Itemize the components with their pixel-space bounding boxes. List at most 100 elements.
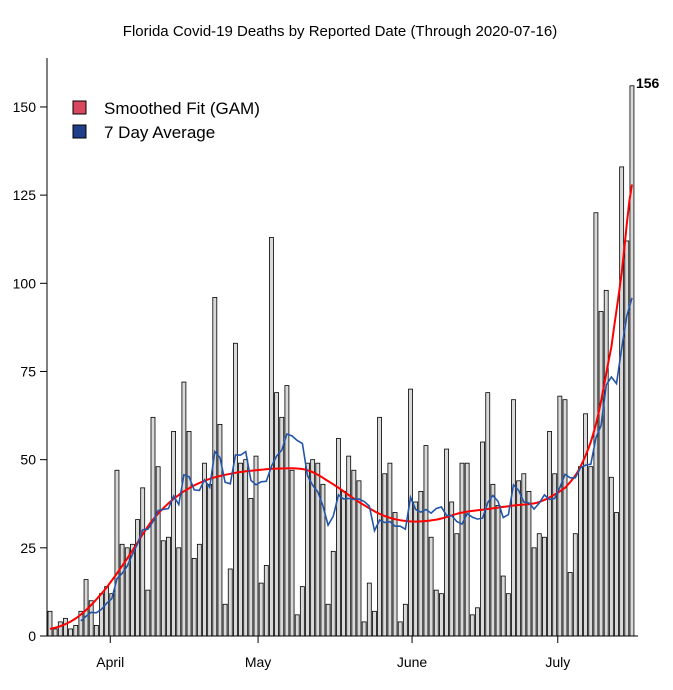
bar xyxy=(196,543,202,637)
bar xyxy=(505,593,511,637)
y-tick-label: 25 xyxy=(20,540,36,556)
bar xyxy=(459,462,465,637)
legend: Smoothed Fit (GAM) 7 Day Average xyxy=(72,99,260,142)
bar xyxy=(104,586,110,637)
bar xyxy=(99,593,104,637)
bar xyxy=(475,607,480,637)
bar xyxy=(397,621,403,637)
bar xyxy=(542,536,547,637)
bar xyxy=(335,438,341,637)
legend-swatch-avg xyxy=(72,124,87,139)
legend-label-avg: 7 Day Average xyxy=(104,123,215,142)
bar xyxy=(202,462,207,637)
legend-label-fit: Smoothed Fit (GAM) xyxy=(104,99,260,118)
chart-title: Florida Covid-19 Deaths by Reported Date… xyxy=(123,23,557,40)
lines xyxy=(49,184,633,630)
bar xyxy=(557,395,563,637)
bar xyxy=(207,483,213,637)
bar xyxy=(145,589,151,637)
bar xyxy=(444,448,449,637)
bar xyxy=(63,617,68,637)
bar xyxy=(325,603,331,637)
y-tick-label: 75 xyxy=(20,363,36,379)
x-tick-label: July xyxy=(545,654,570,670)
bar xyxy=(372,610,377,637)
bar xyxy=(160,540,166,637)
x-tick-label: June xyxy=(397,654,428,670)
y-tick-label: 125 xyxy=(13,187,37,203)
bar xyxy=(356,480,362,637)
bar xyxy=(232,342,238,637)
bar xyxy=(191,558,197,637)
axes: 0 25 50 75 100 125 150 April May June July xyxy=(13,58,638,670)
bar xyxy=(531,547,537,637)
last-value-label: 156 xyxy=(636,75,660,91)
bar xyxy=(511,399,516,637)
bar xyxy=(629,85,635,637)
bar xyxy=(572,533,578,637)
bar xyxy=(495,505,501,637)
y-tick-label: 100 xyxy=(13,275,37,291)
bar xyxy=(294,614,300,637)
bar xyxy=(289,469,295,637)
bar xyxy=(243,459,249,637)
bar xyxy=(423,445,429,637)
bar xyxy=(547,431,552,637)
smoothed-fit-line xyxy=(49,184,633,630)
bar xyxy=(598,311,604,637)
bar xyxy=(361,621,367,637)
bar xyxy=(438,593,444,637)
bar xyxy=(619,166,625,637)
bar xyxy=(614,512,619,637)
bar xyxy=(588,466,594,637)
bar xyxy=(526,490,532,637)
bars xyxy=(47,85,635,637)
bar xyxy=(624,240,630,637)
bar xyxy=(171,431,177,637)
bar xyxy=(408,388,413,637)
bar xyxy=(433,589,439,637)
bar xyxy=(269,237,274,637)
bar xyxy=(222,603,228,637)
bar xyxy=(114,469,120,637)
bar xyxy=(238,462,243,637)
bar xyxy=(485,392,491,637)
bar xyxy=(583,413,588,637)
bar xyxy=(428,536,434,637)
bar xyxy=(181,381,187,637)
legend-swatch-fit xyxy=(72,100,87,115)
bar xyxy=(166,536,171,637)
y-tick-label: 0 xyxy=(28,628,36,644)
bar xyxy=(284,385,290,637)
bar xyxy=(536,533,542,637)
bar xyxy=(567,572,573,637)
bar xyxy=(274,392,280,637)
bar xyxy=(382,473,388,637)
bar xyxy=(155,466,161,637)
bar xyxy=(454,533,460,637)
bar xyxy=(341,490,346,637)
bar xyxy=(464,462,470,637)
bar xyxy=(377,416,383,637)
bar xyxy=(73,625,79,637)
bar xyxy=(176,547,182,637)
bar xyxy=(608,476,614,637)
bar xyxy=(140,487,146,637)
bar xyxy=(68,628,73,637)
bar xyxy=(490,483,496,637)
bar xyxy=(480,441,486,637)
y-tick-label: 150 xyxy=(13,99,37,115)
bar xyxy=(47,610,53,637)
bar xyxy=(578,466,583,637)
bar xyxy=(418,490,424,637)
bar xyxy=(150,416,156,637)
bar xyxy=(603,289,609,637)
bar xyxy=(186,431,192,637)
bar xyxy=(248,498,254,637)
seven-day-average-line xyxy=(80,297,633,622)
bar xyxy=(351,469,357,637)
bar xyxy=(387,462,393,637)
bar xyxy=(346,455,352,637)
